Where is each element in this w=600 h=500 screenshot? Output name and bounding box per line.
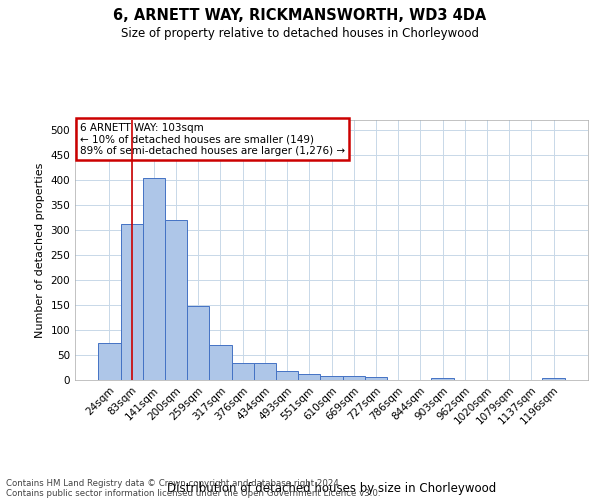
Bar	[254, 362, 276, 380]
Bar	[542, 378, 565, 380]
Bar	[320, 376, 343, 380]
Bar	[165, 220, 187, 380]
Bar	[98, 342, 121, 380]
Text: Size of property relative to detached houses in Chorleywood: Size of property relative to detached ho…	[121, 28, 479, 40]
Bar	[232, 362, 254, 380]
Bar	[343, 376, 365, 380]
Bar	[143, 178, 165, 380]
Y-axis label: Number of detached properties: Number of detached properties	[35, 162, 45, 338]
Bar	[121, 224, 143, 380]
Bar	[209, 345, 232, 380]
Bar	[298, 374, 320, 380]
Bar	[365, 377, 387, 380]
Bar	[187, 306, 209, 380]
Text: Contains HM Land Registry data © Crown copyright and database right 2024.: Contains HM Land Registry data © Crown c…	[6, 478, 341, 488]
Text: Contains public sector information licensed under the Open Government Licence v3: Contains public sector information licen…	[6, 488, 380, 498]
X-axis label: Distribution of detached houses by size in Chorleywood: Distribution of detached houses by size …	[167, 482, 496, 495]
Bar	[276, 371, 298, 380]
Text: 6, ARNETT WAY, RICKMANSWORTH, WD3 4DA: 6, ARNETT WAY, RICKMANSWORTH, WD3 4DA	[113, 8, 487, 22]
Bar	[431, 378, 454, 380]
Text: 6 ARNETT WAY: 103sqm
← 10% of detached houses are smaller (149)
89% of semi-deta: 6 ARNETT WAY: 103sqm ← 10% of detached h…	[80, 122, 345, 156]
